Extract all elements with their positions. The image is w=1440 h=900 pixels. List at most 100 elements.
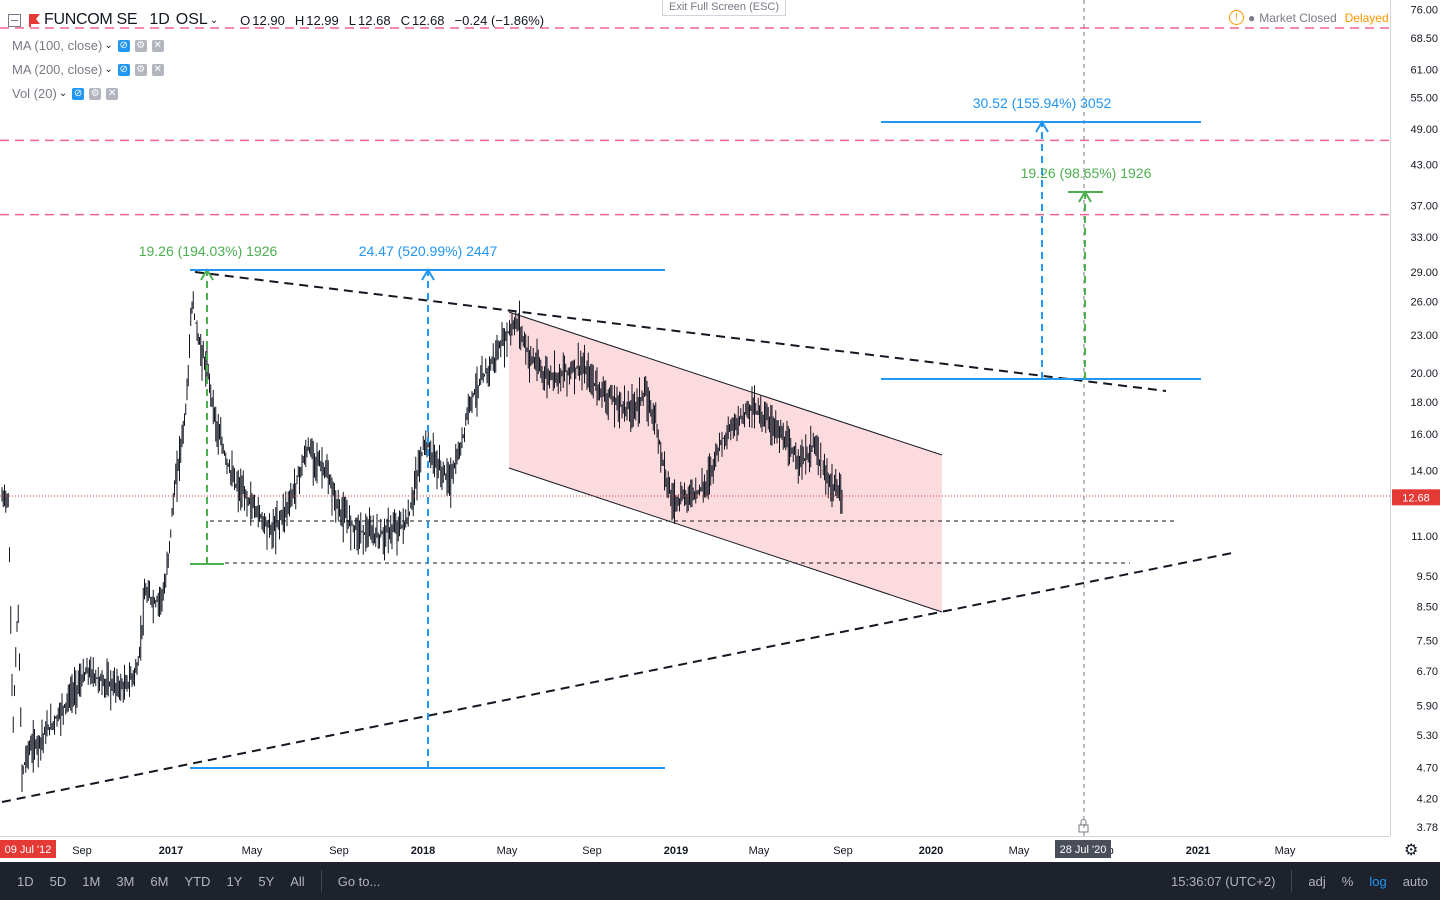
channel-lower-line bbox=[508, 467, 943, 613]
descending-channel bbox=[508, 311, 943, 613]
measure-label-1: 19.26 (194.03%) 1926 bbox=[139, 243, 278, 259]
time-tick-label: Sep bbox=[833, 845, 853, 857]
ohlc-low-value: 12.68 bbox=[358, 12, 391, 28]
gear-icon[interactable]: ⚙ bbox=[89, 87, 102, 100]
indicator-ma200[interactable]: MA (200, close) ⌄ ⊘ ⚙ ✕ bbox=[12, 62, 164, 77]
close-icon[interactable]: ✕ bbox=[106, 87, 119, 100]
price-tick-label: 7.50 bbox=[1417, 635, 1438, 647]
ascending-trendline[interactable] bbox=[1, 552, 1233, 803]
measure-label-2: 24.47 (520.99%) 2447 bbox=[359, 243, 498, 259]
time-tick-label: May bbox=[497, 845, 518, 857]
time-tick-label: 2018 bbox=[411, 845, 435, 857]
time-tick-label: May bbox=[1009, 845, 1030, 857]
ohlc-values: O 12.90 H 12.99 L 12.68 C 12.68 −0.24 (−1.86… bbox=[240, 13, 552, 28]
visibility-icon[interactable]: ⊘ bbox=[117, 63, 130, 76]
collapse-icon[interactable] bbox=[8, 13, 21, 27]
measure-blue-left-arrow bbox=[421, 268, 435, 281]
chevron-down-icon[interactable]: ⌄ bbox=[104, 40, 113, 51]
price-tick-label: 16.00 bbox=[1410, 429, 1438, 441]
range-3m[interactable]: 3M bbox=[116, 873, 135, 889]
adj-toggle[interactable]: adj bbox=[1308, 873, 1326, 889]
range-5y[interactable]: 5Y bbox=[258, 873, 275, 889]
ohlc-open-value: 12.90 bbox=[252, 12, 285, 28]
price-tick-label: 55.00 bbox=[1410, 93, 1438, 105]
range-1d[interactable]: 1D bbox=[17, 873, 34, 889]
crosshair-date-label: 28 Jul '20 bbox=[1060, 844, 1107, 856]
range-1m[interactable]: 1M bbox=[82, 873, 101, 889]
price-tick-label: 20.00 bbox=[1410, 368, 1438, 380]
indicator-label: Vol (20) bbox=[12, 86, 57, 101]
measure-label-3: 30.52 (155.94%) 3052 bbox=[973, 95, 1112, 111]
time-tick-label: May bbox=[1275, 845, 1296, 857]
time-tick-label: Sep bbox=[72, 845, 92, 857]
time-axis-labels: 09 Jul '12 Sep 2017 May Sep 2018 May Sep 2019 May… bbox=[0, 840, 1296, 858]
clock-time[interactable]: 15:36:07 (UTC+2) bbox=[1170, 873, 1276, 889]
chart-canvas[interactable]: 19.26 (194.03%) 1926 24.47 (520.99%) 244… bbox=[0, 0, 1390, 836]
percent-toggle[interactable]: % bbox=[1341, 873, 1354, 889]
gear-icon[interactable]: ⚙ bbox=[134, 63, 147, 76]
chevron-down-icon[interactable]: ⌄ bbox=[209, 14, 219, 26]
chevron-down-icon[interactable]: ⌄ bbox=[104, 64, 113, 75]
bottom-toolbar: 1D 5D 1M 3M 6M YTD 1Y 5Y All Go to... 15… bbox=[0, 862, 1440, 900]
time-tick-label: Sep bbox=[329, 845, 349, 857]
measure-label-4: 19.26 (98.65%) 1926 bbox=[1021, 165, 1152, 181]
range-5d[interactable]: 5D bbox=[49, 873, 67, 889]
ohlc-high-value: 12.99 bbox=[306, 12, 339, 28]
exchange-flag-icon bbox=[29, 13, 40, 27]
goto-button[interactable]: Go to... bbox=[337, 873, 381, 889]
warning-icon[interactable]: ! bbox=[1229, 10, 1244, 25]
price-tick-label: 18.00 bbox=[1410, 397, 1438, 409]
crosshair-date-badge bbox=[1055, 840, 1111, 858]
visibility-icon[interactable]: ⊘ bbox=[117, 39, 130, 52]
measure-green-right-arrow bbox=[1078, 190, 1092, 203]
start-date-label: 09 Jul '12 bbox=[5, 844, 52, 856]
ohlc-close-key: C bbox=[400, 12, 410, 28]
symbol-name[interactable]: FUNCOM SE bbox=[44, 11, 138, 28]
range-1y[interactable]: 1Y bbox=[226, 873, 243, 889]
ohlc-low-key: L bbox=[348, 12, 357, 28]
range-6m[interactable]: 6M bbox=[150, 873, 169, 889]
price-axis-labels: 76.00 68.50 61.00 55.00 49.00 43.00 37.00 33.00… bbox=[1392, 5, 1440, 834]
indicator-label: MA (100, close) bbox=[12, 38, 103, 53]
settings-gear-icon[interactable]: ⚙ bbox=[1404, 842, 1419, 859]
price-tick-label: 29.00 bbox=[1410, 267, 1438, 279]
price-tick-label: 26.00 bbox=[1410, 297, 1438, 309]
close-icon[interactable]: ✕ bbox=[151, 63, 164, 76]
log-toggle[interactable]: log bbox=[1369, 873, 1387, 889]
price-change: −0.24 (−1.86%) bbox=[454, 12, 545, 28]
price-tick-label: 9.50 bbox=[1417, 571, 1438, 583]
price-tick-label: 76.00 bbox=[1410, 5, 1438, 17]
indicator-ma100[interactable]: MA (100, close) ⌄ ⊘ ⚙ ✕ bbox=[12, 38, 164, 53]
last-price-badge bbox=[1392, 489, 1440, 506]
lock-icon[interactable] bbox=[1078, 819, 1089, 833]
range-all[interactable]: All bbox=[290, 873, 305, 889]
symbol-header: FUNCOM SE 1D OSL ⌄ O 12.90 H 12.99 L 12.68 … bbox=[8, 10, 552, 30]
range-ytd[interactable]: YTD bbox=[184, 873, 211, 889]
descending-trendline[interactable] bbox=[194, 271, 1167, 392]
time-tick-label: 2021 bbox=[1186, 845, 1210, 857]
close-icon[interactable]: ✕ bbox=[151, 39, 164, 52]
last-price-label: 12.68 bbox=[1402, 492, 1430, 504]
trend-drawings: 19.26 (194.03%) 1926 24.47 (520.99%) 244… bbox=[0, 0, 1390, 836]
price-tick-label: 49.00 bbox=[1410, 124, 1438, 136]
resistance-levels bbox=[0, 27, 1390, 216]
chevron-down-icon[interactable]: ⌄ bbox=[58, 88, 68, 99]
start-date-badge bbox=[0, 840, 56, 858]
indicator-volume[interactable]: Vol (20) ⌄ ⊘ ⚙ ✕ bbox=[12, 86, 119, 101]
auto-toggle[interactable]: auto bbox=[1402, 873, 1428, 889]
exit-fullscreen-button[interactable]: Exit Full Screen (ESC) bbox=[662, 0, 787, 16]
visibility-icon[interactable]: ⊘ bbox=[72, 87, 85, 100]
price-axis[interactable]: 76.00 68.50 61.00 55.00 49.00 43.00 37.00 33.00… bbox=[1390, 0, 1440, 836]
gear-icon[interactable]: ⚙ bbox=[134, 39, 147, 52]
time-axis[interactable]: 09 Jul '12 Sep 2017 May Sep 2018 May Sep 2019 May… bbox=[0, 836, 1390, 863]
price-tick-label: 5.90 bbox=[1417, 701, 1438, 713]
timeframe[interactable]: 1D bbox=[149, 11, 170, 28]
price-tick-label: 5.30 bbox=[1417, 730, 1438, 742]
delayed-badge[interactable]: Delayed bbox=[1344, 10, 1389, 25]
exchange[interactable]: OSL bbox=[175, 11, 208, 28]
time-tick-label: 2020 bbox=[919, 845, 943, 857]
channel-upper-line bbox=[508, 311, 943, 456]
time-tick-label: May bbox=[749, 845, 770, 857]
time-tick-label: Sep bbox=[582, 845, 602, 857]
price-bars bbox=[1, 291, 843, 792]
